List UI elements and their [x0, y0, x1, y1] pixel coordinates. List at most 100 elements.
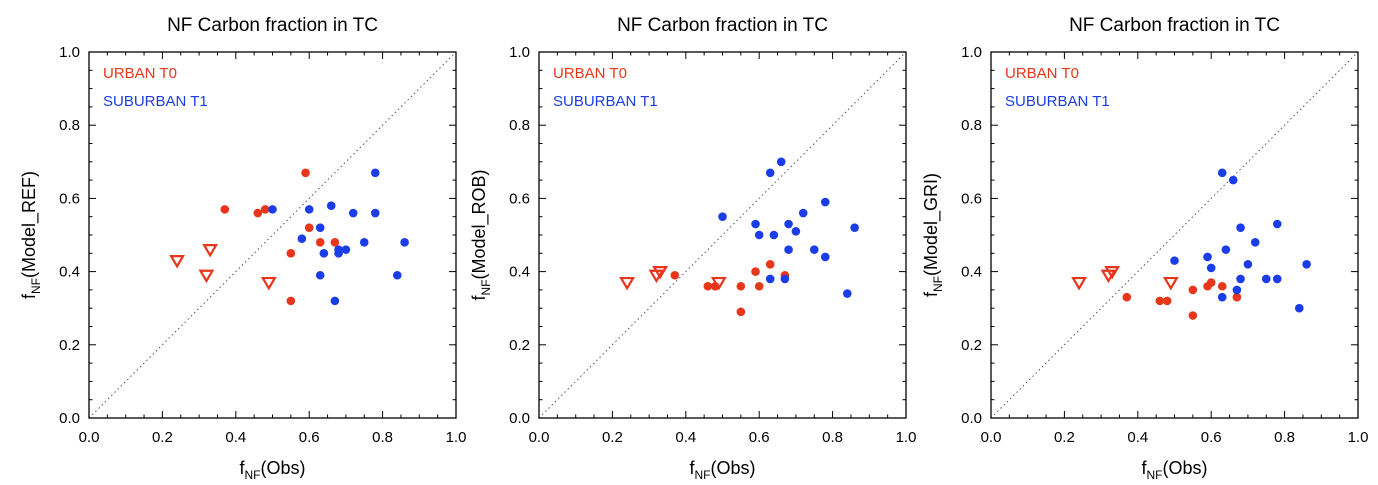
y-tick-label: 0.4	[961, 264, 982, 281]
series-3	[268, 168, 409, 306]
data-point-dot	[776, 157, 786, 167]
data-point-dot	[1170, 256, 1179, 265]
data-point-dot	[220, 205, 230, 214]
one-to-one-line	[88, 51, 457, 419]
data-point-triangle	[260, 276, 277, 291]
data-point-dot	[400, 238, 409, 247]
y-tick-label: 0.0	[509, 410, 530, 427]
x-tick-label: 0.2	[602, 429, 623, 446]
data-point-dot	[1228, 175, 1238, 185]
data-point-dot	[1261, 274, 1271, 284]
scatter-panel-1: NF Carbon fraction in TC 0.0 0.2 0.4 0.6 0.8 1…	[19, 15, 466, 482]
data-point-dot	[268, 205, 277, 214]
x-axis-label: fNF(Obs)	[239, 458, 305, 482]
data-point-dot	[301, 168, 310, 178]
data-point-dot	[820, 197, 830, 207]
data-point-dot	[736, 281, 746, 291]
data-point-dot	[330, 296, 340, 306]
data-point-dot	[315, 270, 325, 280]
x-tick-label: 0.4	[225, 429, 246, 446]
y-axis-label: fNF(Model_REF)	[19, 171, 43, 299]
data-point-dot	[1203, 252, 1212, 262]
data-point-dot	[253, 208, 263, 218]
data-point-dot	[784, 245, 793, 254]
series-2	[670, 259, 790, 317]
x-tick-label: 0.6	[749, 429, 770, 446]
y-tick-label: 0.8	[509, 117, 530, 134]
data-point-dot	[754, 281, 764, 291]
data-point-dot	[304, 205, 314, 214]
chart-title: NF Carbon fraction in TC	[617, 15, 828, 36]
x-tick-label: 0.0	[981, 429, 1002, 446]
data-point-dot	[1243, 259, 1253, 269]
data-point-dot	[798, 208, 808, 218]
data-point-dot	[359, 238, 369, 247]
data-point-dot	[765, 274, 775, 284]
data-point-dot	[820, 252, 830, 262]
legend-entry: SUBURBAN T1	[103, 93, 208, 110]
data-point-dot	[751, 219, 760, 229]
y-axis-label: fNF(Model_ROB)	[469, 169, 493, 300]
data-point-dot	[392, 270, 402, 280]
y-tick-label: 0.8	[961, 117, 982, 134]
x-tick-label: 0.2	[1054, 429, 1075, 446]
data-point-dot	[1272, 219, 1282, 229]
data-point-dot	[370, 208, 380, 218]
data-point-dot	[809, 245, 819, 254]
chart-title: NF Carbon fraction in TC	[167, 15, 378, 36]
data-point-dot	[1250, 238, 1260, 247]
y-tick-label: 1.0	[961, 44, 982, 61]
y-tick-label: 1.0	[509, 44, 530, 61]
y-tick-label: 0.6	[961, 190, 982, 207]
y-tick-label: 0.2	[509, 337, 530, 354]
data-point-dot	[1232, 292, 1242, 302]
data-point-dot	[1217, 168, 1227, 178]
data-point-triangle	[198, 269, 215, 284]
legend-entry: URBAN T0	[1005, 65, 1079, 82]
data-point-dot	[791, 227, 801, 236]
data-point-dot	[670, 270, 680, 280]
data-point-dot	[260, 205, 270, 214]
one-to-one-line	[538, 51, 907, 419]
series-3	[1170, 168, 1311, 313]
series-1	[1071, 266, 1179, 291]
x-axis-label: fNF(Obs)	[689, 458, 755, 482]
series-1	[169, 244, 277, 291]
data-point-dot	[736, 307, 746, 317]
data-point-dot	[718, 212, 727, 221]
data-point-dot	[1162, 296, 1172, 306]
data-point-dot	[334, 249, 343, 258]
series-1	[619, 266, 727, 291]
series-2	[220, 168, 340, 306]
x-tick-label: 0.6	[299, 429, 320, 446]
chart-title: NF Carbon fraction in TC	[1069, 15, 1280, 36]
data-point-dot	[1232, 285, 1242, 295]
y-tick-label: 0.2	[59, 337, 80, 354]
data-point-dot	[1188, 311, 1198, 320]
data-point-dot	[1188, 285, 1198, 295]
data-point-dot	[1294, 303, 1304, 313]
data-point-triangle	[619, 276, 636, 291]
y-tick-label: 0.6	[59, 190, 80, 207]
x-tick-label: 0.2	[152, 429, 173, 446]
y-tick-label: 1.0	[59, 44, 80, 61]
data-point-dot	[304, 223, 314, 232]
scatter-panel-2: NF Carbon fraction in TC 0.0 0.2 0.4 0.6 0.8 1…	[469, 15, 916, 482]
series-3	[718, 157, 859, 298]
data-point-dot	[1236, 223, 1245, 232]
data-point-triangle	[169, 255, 186, 269]
data-point-dot	[315, 238, 325, 247]
data-point-dot	[330, 238, 340, 247]
data-point-dot	[286, 249, 296, 258]
y-tick-label: 0.6	[509, 190, 530, 207]
data-point-dot	[703, 281, 713, 291]
data-point-dot	[297, 234, 307, 243]
x-tick-label: 0.8	[372, 429, 393, 446]
one-to-one-line	[990, 51, 1359, 419]
data-point-triangle	[652, 266, 669, 280]
x-tick-label: 1.0	[1348, 429, 1369, 446]
data-point-triangle	[1162, 276, 1179, 291]
legend-entry: SUBURBAN T1	[1005, 93, 1110, 110]
data-point-triangle	[1071, 276, 1088, 291]
